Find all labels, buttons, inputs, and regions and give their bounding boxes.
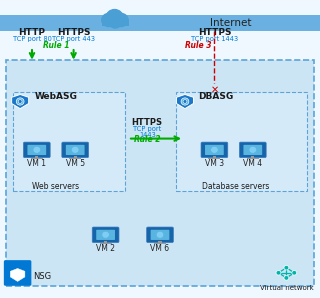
Circle shape <box>183 100 187 103</box>
FancyBboxPatch shape <box>28 145 46 155</box>
Text: HTTPS: HTTPS <box>57 28 90 37</box>
Text: Database servers: Database servers <box>202 182 269 191</box>
Polygon shape <box>12 94 29 108</box>
Bar <box>247 158 259 159</box>
FancyBboxPatch shape <box>23 142 50 158</box>
Circle shape <box>284 276 289 280</box>
Text: WebASG: WebASG <box>35 92 77 101</box>
FancyBboxPatch shape <box>147 227 173 243</box>
Circle shape <box>156 231 164 238</box>
Text: DBASG: DBASG <box>198 92 233 101</box>
FancyBboxPatch shape <box>62 142 89 158</box>
Text: Web servers: Web servers <box>32 182 80 191</box>
Bar <box>251 156 254 158</box>
Bar <box>104 241 107 243</box>
Bar <box>100 243 112 244</box>
Circle shape <box>114 13 128 27</box>
Text: HTTP: HTTP <box>19 28 45 37</box>
Circle shape <box>102 231 109 238</box>
FancyBboxPatch shape <box>66 145 84 155</box>
Text: TCP port: TCP port <box>133 126 161 132</box>
Circle shape <box>249 146 257 153</box>
Text: TCP port 80: TCP port 80 <box>12 36 52 42</box>
Text: VM 1: VM 1 <box>27 159 46 168</box>
Bar <box>213 156 216 158</box>
FancyBboxPatch shape <box>151 230 169 240</box>
Circle shape <box>284 266 289 270</box>
Text: Internet: Internet <box>210 18 251 28</box>
Circle shape <box>71 146 79 153</box>
Bar <box>69 158 81 159</box>
FancyBboxPatch shape <box>244 145 262 155</box>
Polygon shape <box>176 94 194 108</box>
Text: NSG: NSG <box>34 272 52 281</box>
Bar <box>0 15 320 31</box>
Text: VM 5: VM 5 <box>66 159 85 168</box>
Circle shape <box>109 17 121 28</box>
Text: VM 6: VM 6 <box>150 244 170 253</box>
Circle shape <box>102 13 116 27</box>
FancyBboxPatch shape <box>201 142 228 158</box>
Circle shape <box>16 98 24 105</box>
Text: 1443: 1443 <box>139 132 156 138</box>
Text: VM 2: VM 2 <box>96 244 115 253</box>
Text: VM 3: VM 3 <box>205 159 224 168</box>
Text: Rule 2: Rule 2 <box>134 135 160 144</box>
Text: ✕: ✕ <box>210 85 219 95</box>
Circle shape <box>106 10 123 25</box>
Bar <box>74 156 77 158</box>
Circle shape <box>292 271 297 275</box>
Bar <box>35 156 38 158</box>
Bar <box>208 158 220 159</box>
Text: Rule 1: Rule 1 <box>43 41 69 50</box>
FancyBboxPatch shape <box>176 92 307 191</box>
Bar <box>158 241 162 243</box>
FancyBboxPatch shape <box>96 230 115 240</box>
Text: HTTPS: HTTPS <box>198 28 231 37</box>
Text: TCP port 1443: TCP port 1443 <box>191 36 238 42</box>
Polygon shape <box>10 268 25 281</box>
Text: Rule 3: Rule 3 <box>185 41 212 50</box>
FancyBboxPatch shape <box>6 60 314 286</box>
Text: HTTPS: HTTPS <box>132 118 163 127</box>
FancyBboxPatch shape <box>92 227 119 243</box>
FancyBboxPatch shape <box>13 92 125 191</box>
Bar <box>31 158 43 159</box>
Circle shape <box>181 98 189 105</box>
Text: TCP port 443: TCP port 443 <box>52 36 95 42</box>
Circle shape <box>18 100 22 103</box>
FancyBboxPatch shape <box>205 145 224 155</box>
Text: Virtual network: Virtual network <box>260 285 313 291</box>
Circle shape <box>276 271 281 275</box>
Circle shape <box>211 146 218 153</box>
Circle shape <box>33 146 41 153</box>
FancyBboxPatch shape <box>239 142 266 158</box>
Bar <box>102 19 129 26</box>
Text: VM 4: VM 4 <box>243 159 262 168</box>
Bar <box>154 243 166 244</box>
FancyBboxPatch shape <box>4 260 31 286</box>
